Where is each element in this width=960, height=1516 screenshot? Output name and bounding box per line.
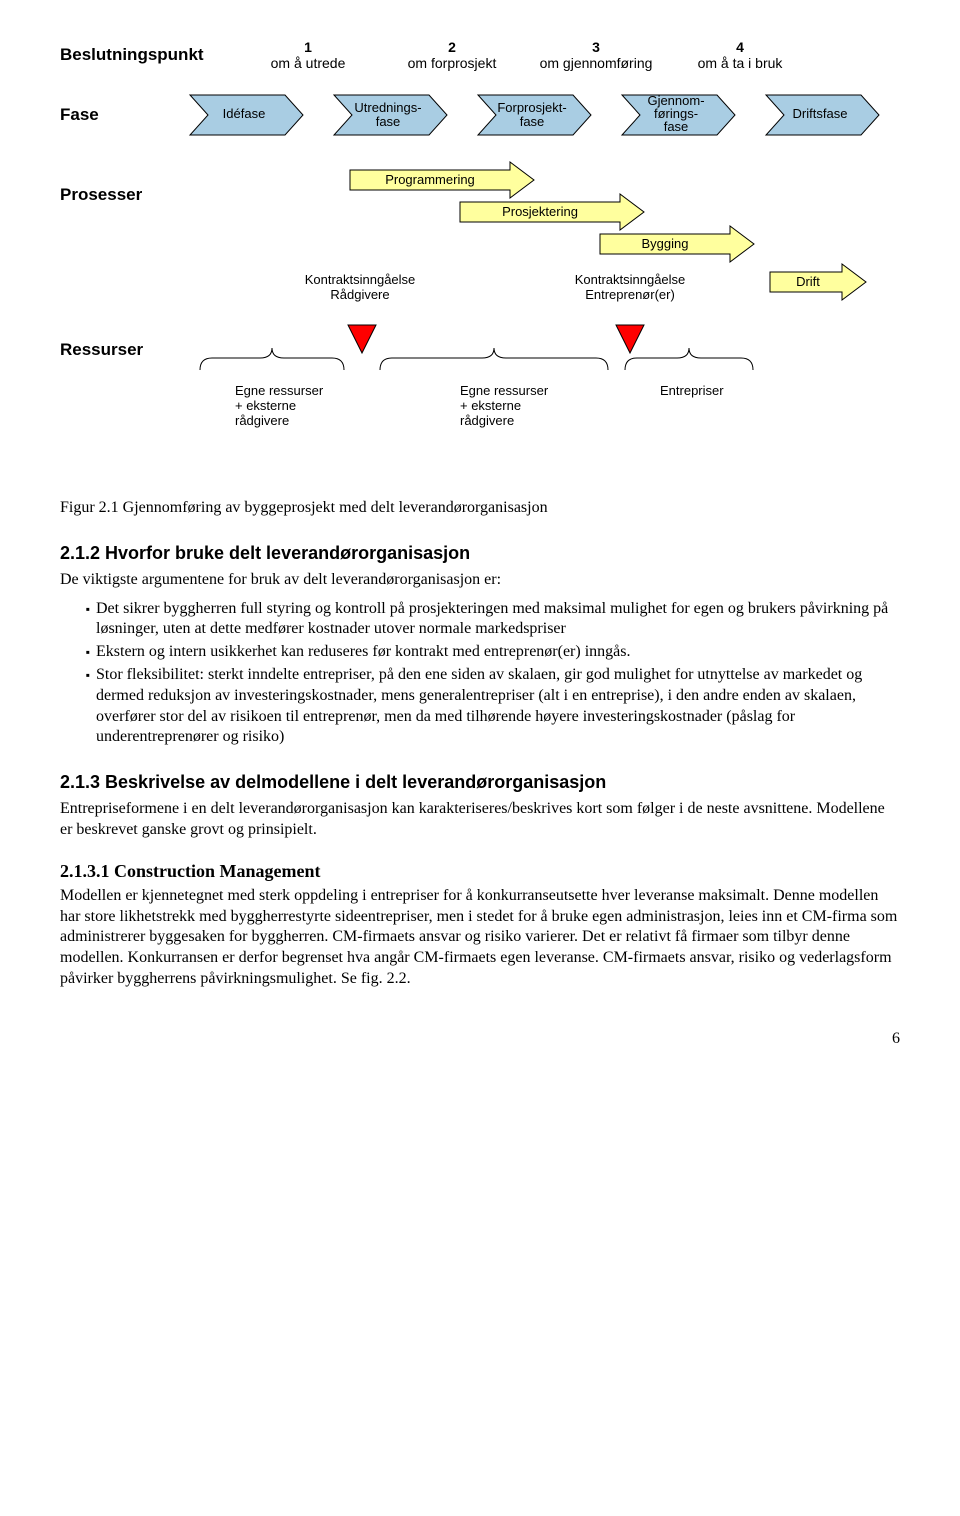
phase-4: Gjennom-førings-fase: [622, 93, 735, 135]
drift-arrow: Drift: [770, 264, 866, 300]
dec-4-label: om å ta i bruk: [698, 55, 784, 71]
process-programmering: Programmering: [350, 162, 534, 198]
phase-1-label: Idéfase: [223, 106, 266, 121]
bullet-212-0: Det sikrer byggherren full styring og ko…: [96, 599, 900, 641]
heading-212: 2.1.2 Hvorfor bruke delt leverandørorgan…: [60, 543, 900, 564]
proc-2-label: Prosjektering: [502, 204, 578, 219]
para-2131: Modellen er kjennetegnet med sterk oppde…: [60, 886, 900, 990]
row-label-beslutning: Beslutningspunkt: [60, 45, 204, 64]
dec-2-num: 2: [448, 40, 456, 55]
heading-2131: 2.1.3.1 Construction Management: [60, 861, 900, 882]
svg-text:KontraktsinngåelseRådgivere: KontraktsinngåelseRådgivere: [305, 272, 416, 302]
resource-labels: Egne ressurser+ eksternerådgivere Egne r…: [235, 383, 724, 428]
decisions-row: 1 om å utrede 2 om forprosjekt 3 om gjen…: [271, 40, 784, 71]
row-label-ressurser: Ressurser: [60, 340, 144, 359]
proc-3-label: Bygging: [642, 236, 689, 251]
phase-5: Driftsfase: [766, 95, 879, 135]
heading-213: 2.1.3 Beskrivelse av delmodellene i delt…: [60, 772, 900, 793]
triangle-raad: [348, 325, 376, 353]
dec-4-num: 4: [736, 40, 744, 55]
bullet-212-2: Stor fleksibilitet: sterkt inndelte entr…: [96, 665, 900, 748]
bullets-212: Det sikrer byggherren full styring og ko…: [96, 599, 900, 749]
dec-1-num: 1: [304, 40, 312, 55]
dec-3-num: 3: [592, 40, 600, 55]
dec-2-label: om forprosjekt: [408, 55, 497, 71]
intro-212: De viktigste argumentene for bruk av del…: [60, 570, 900, 591]
svg-text:KontraktsinngåelseEntreprenør(: KontraktsinngåelseEntreprenør(er): [575, 272, 686, 302]
proc-1-label: Programmering: [385, 172, 475, 187]
phase-arrows: Idéfase Utrednings-fase Forprosjekt-fase…: [190, 93, 879, 135]
row-label-fase: Fase: [60, 105, 99, 124]
process-diagram: Beslutningspunkt 1 om å utrede 2 om forp…: [60, 40, 900, 480]
svg-text:Egne ressurser+ eksternerådgiv: Egne ressurser+ eksternerådgivere: [235, 383, 324, 428]
braces: [200, 348, 753, 370]
process-prosjektering: Prosjektering: [460, 194, 644, 230]
contract-labels: KontraktsinngåelseRådgivere Kontraktsinn…: [305, 272, 686, 302]
dec-1-label: om å utrede: [271, 55, 346, 71]
bullet-212-1: Ekstern og intern usikkerhet kan reduser…: [96, 642, 900, 663]
res-3-label: Entrepriser: [660, 383, 724, 398]
drift-label: Drift: [796, 274, 820, 289]
svg-text:Egne ressurser+ eksternerådgiv: Egne ressurser+ eksternerådgivere: [460, 383, 549, 428]
phase-1: Idéfase: [190, 95, 303, 135]
dec-3-label: om gjennomføring: [540, 55, 653, 71]
phase-2: Utrednings-fase: [334, 95, 447, 135]
triangles: [348, 325, 644, 353]
triangle-entr: [616, 325, 644, 353]
phase-3: Forprosjekt-fase: [478, 95, 591, 135]
figure-caption: Figur 2.1 Gjennomføring av byggeprosjekt…: [60, 498, 900, 519]
page-number: 6: [60, 1030, 900, 1048]
phase-5-label: Driftsfase: [793, 106, 848, 121]
para-213: Entrepriseformene i en delt leverandøror…: [60, 799, 900, 841]
row-label-prosesser: Prosesser: [60, 185, 143, 204]
process-bygging: Bygging: [600, 226, 754, 262]
